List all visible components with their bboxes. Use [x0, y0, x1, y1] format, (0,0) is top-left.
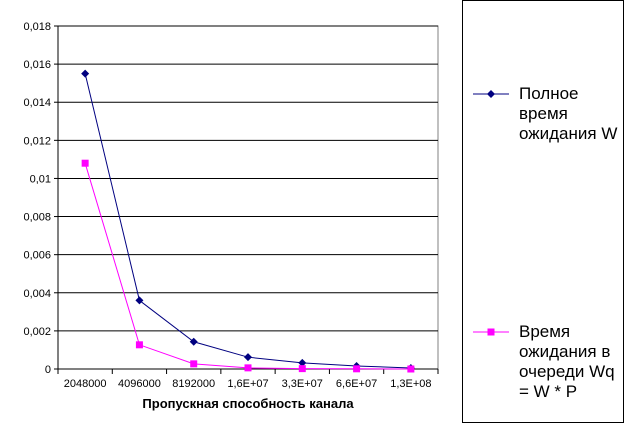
data-point-w: [298, 358, 307, 367]
x-axis-title: Пропускная способность канала: [142, 396, 354, 411]
legend-marker-w: [473, 90, 509, 98]
y-tick-label: 0,012: [23, 135, 51, 147]
x-tick-label: 3,3E+07: [282, 378, 323, 390]
data-point-wq: [135, 341, 143, 349]
y-tick-label: 0: [45, 364, 51, 376]
y-tick-label: 0,016: [23, 59, 51, 71]
data-point-w: [81, 69, 90, 78]
x-tick-label: 8192000: [172, 378, 215, 390]
data-point-w: [135, 296, 144, 305]
legend: Полное время ожидания W Время ожидания в…: [462, 0, 624, 423]
y-tick-label: 0,01: [30, 173, 51, 185]
x-tick-label: 1,6E+07: [227, 378, 268, 390]
data-point-wq: [407, 365, 415, 373]
data-point-wq: [353, 365, 361, 373]
plot-area: [57, 25, 439, 370]
data-point-wq: [190, 360, 198, 368]
y-tick-label: 0,004: [23, 288, 51, 300]
y-tick-label: 0,002: [23, 326, 51, 338]
data-point-w: [244, 353, 252, 362]
legend-label-wq: Время ожидания в очереди Wq = W * P: [519, 322, 615, 401]
data-point-wq: [244, 364, 252, 372]
data-point-w: [189, 337, 198, 346]
data-point-wq: [298, 365, 306, 373]
y-tick-label: 0,018: [23, 21, 51, 33]
y-tick-label: 0,014: [23, 97, 51, 109]
x-tick-label: 1,3E+08: [390, 378, 431, 390]
x-tick-label: 6,6E+07: [336, 378, 377, 390]
x-tick-label: 4096000: [118, 378, 161, 390]
data-point-wq: [81, 159, 89, 167]
legend-label-w: Полное время ожидания W: [519, 84, 618, 143]
line-chart: 0 0,002 0,004 0,006 0,008 0,01 0,012 0,014 0,016…: [23, 21, 439, 411]
y-tick-label: 0,006: [23, 250, 51, 262]
y-tick-label: 0,008: [23, 212, 51, 224]
legend-marker-wq: [473, 328, 509, 336]
x-tick-label: 2048000: [64, 378, 107, 390]
